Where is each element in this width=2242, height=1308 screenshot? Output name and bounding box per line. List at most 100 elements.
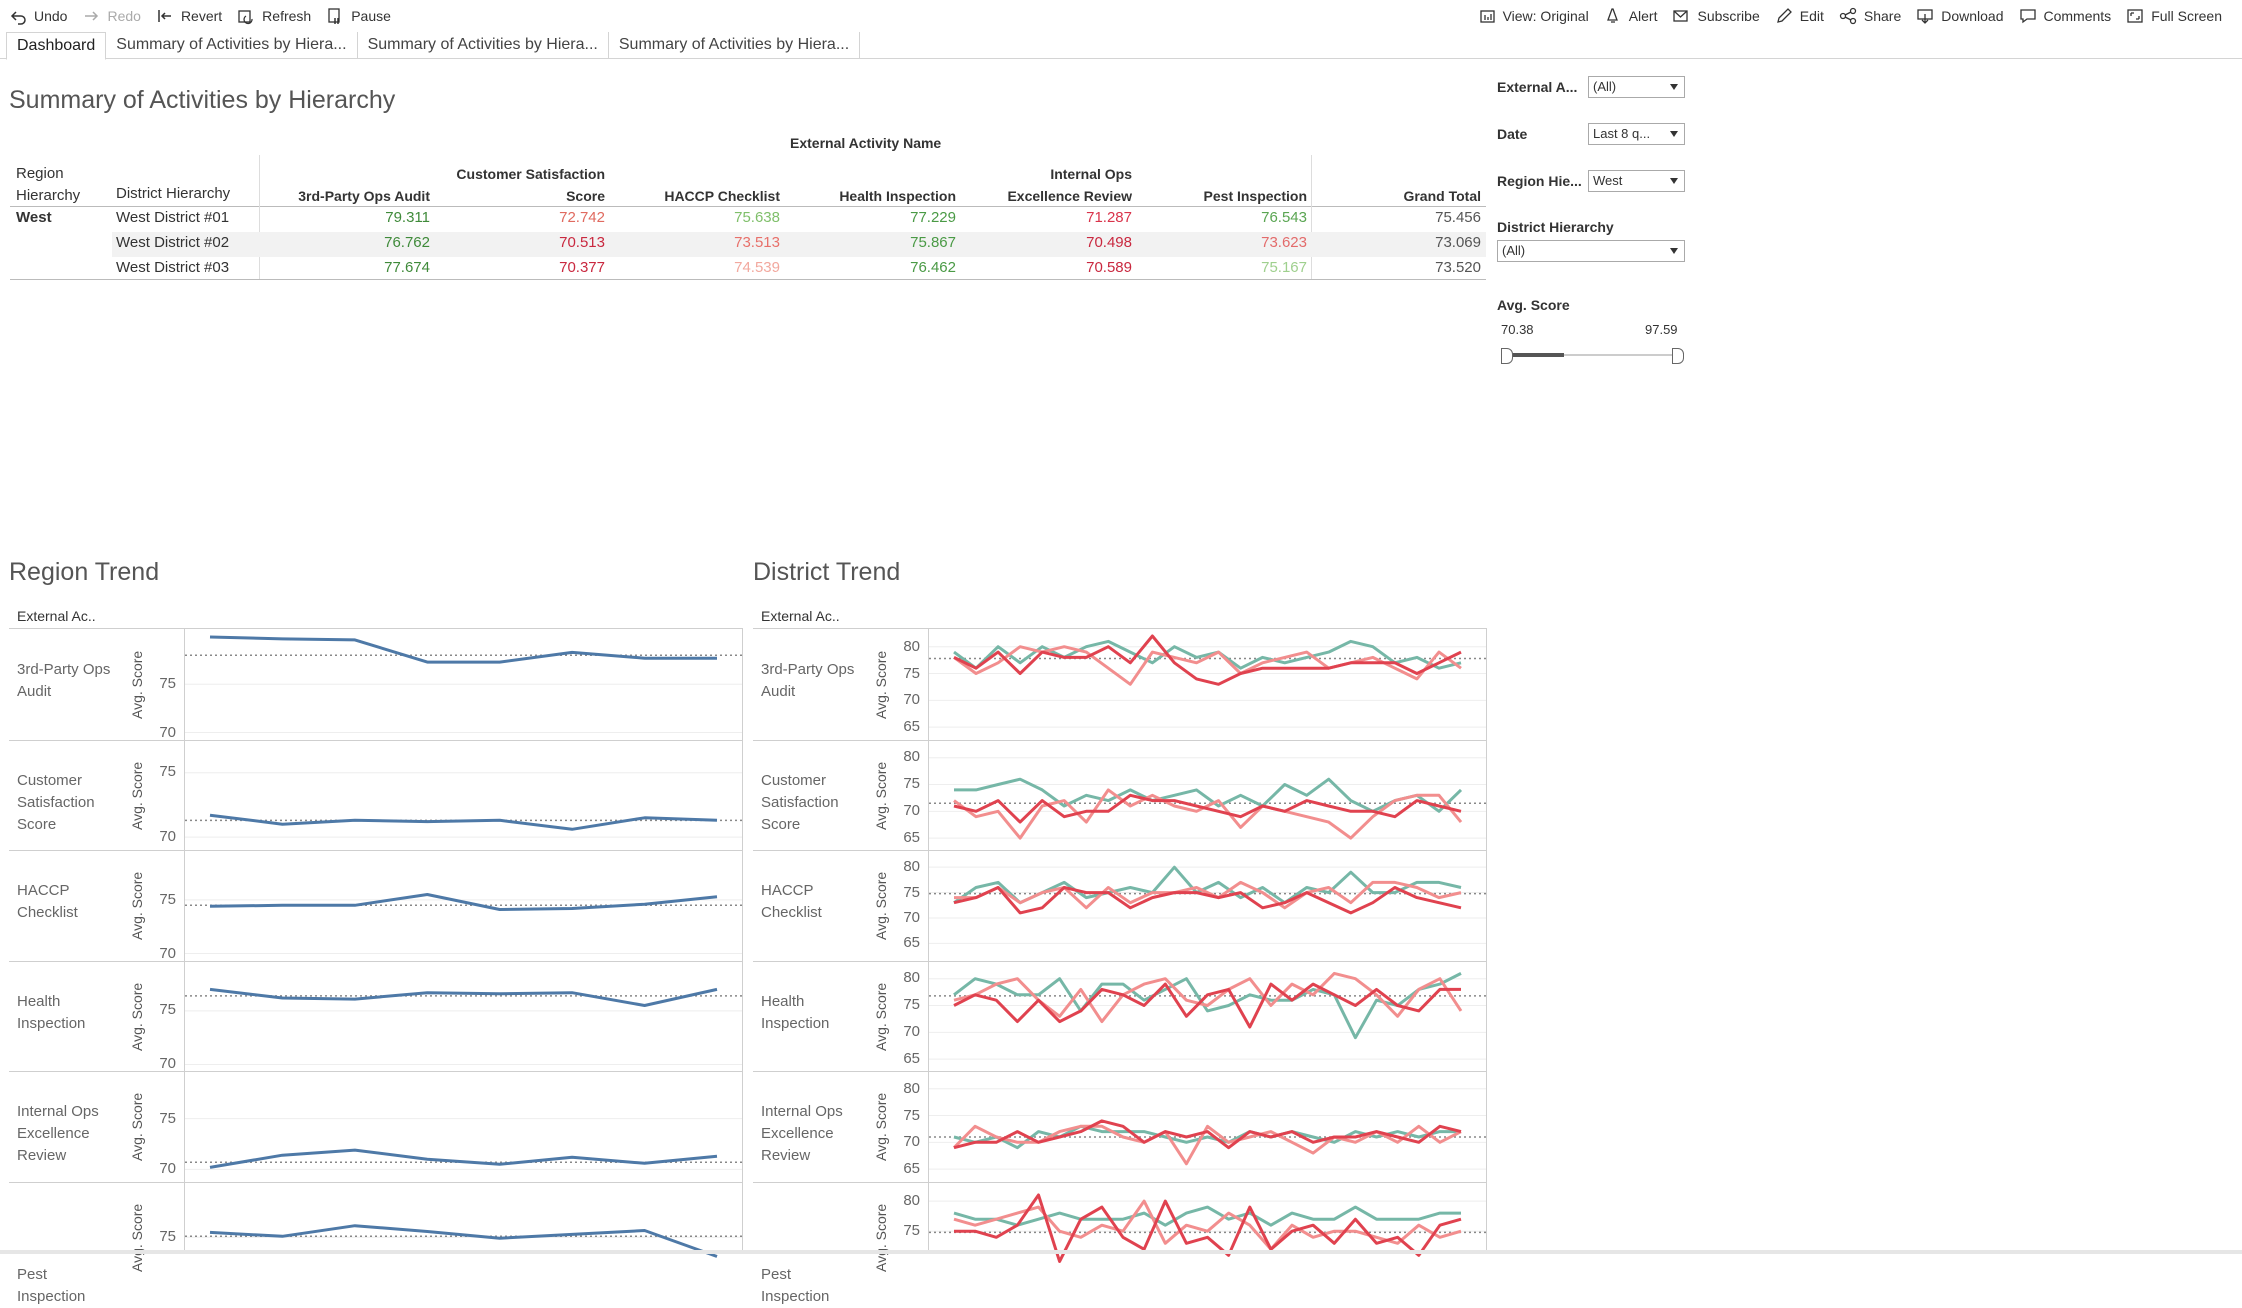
row-label: Customer Satisfaction Score xyxy=(17,771,95,833)
table-cell[interactable]: 70.498 xyxy=(1086,234,1132,251)
table-cell[interactable]: 75.167 xyxy=(1261,259,1307,276)
trend-plot[interactable] xyxy=(185,1072,742,1181)
filter-dropdown-external_activity[interactable]: (All) xyxy=(1588,76,1685,98)
tb-right-view-original-button[interactable]: View: Original xyxy=(1477,0,1589,32)
table-cell[interactable]: 73.623 xyxy=(1261,234,1307,251)
trend-plot[interactable] xyxy=(929,851,1486,960)
filter-dropdown-district[interactable]: (All) xyxy=(1497,240,1685,262)
table-cell[interactable]: 75.638 xyxy=(734,209,780,226)
trend-line-series-3[interactable] xyxy=(953,634,1462,686)
trend-line-series-1[interactable] xyxy=(209,893,718,911)
toolbar-label: Full Screen xyxy=(2151,8,2222,24)
y-tick-label: 80 xyxy=(903,969,920,987)
tb-left-refresh-button[interactable]: Refresh xyxy=(236,0,311,32)
tab-summary-3[interactable]: Summary of Activities by Hiera... xyxy=(609,32,861,58)
toolbar-label: Undo xyxy=(34,8,68,24)
table-cell[interactable]: 73.069 xyxy=(1435,234,1481,251)
slider-min-handle[interactable] xyxy=(1501,348,1513,364)
trend-line-series-2[interactable] xyxy=(953,787,1463,840)
district-cell[interactable]: West District #02 xyxy=(116,234,230,251)
trend-line-series-1[interactable] xyxy=(953,1124,1461,1150)
tb-left-redo-button[interactable]: Redo xyxy=(81,0,141,32)
trend-plot[interactable] xyxy=(185,741,742,850)
trend-line-series-2[interactable] xyxy=(953,645,1462,686)
trend-line-series-3[interactable] xyxy=(954,1193,1462,1263)
trend-plot[interactable] xyxy=(929,1183,1486,1292)
trend-plot[interactable] xyxy=(929,962,1486,1071)
tab-summary-2[interactable]: Summary of Activities by Hiera... xyxy=(358,32,609,58)
row-label: 3rd-Party Ops Audit xyxy=(17,661,111,700)
table-cell[interactable]: 76.462 xyxy=(910,259,956,276)
table-cell[interactable]: 73.520 xyxy=(1435,259,1481,276)
filter-dropdown-region[interactable]: West xyxy=(1588,170,1685,192)
tb-right-alert-button[interactable]: Alert xyxy=(1603,0,1657,32)
y-axis-title: Avg. Score xyxy=(873,1092,889,1161)
trend-line-series-1[interactable] xyxy=(953,971,1462,1039)
trend-line-series-3[interactable] xyxy=(953,1119,1462,1150)
trend-plot[interactable] xyxy=(185,1183,742,1292)
district-cell[interactable]: West District #03 xyxy=(116,259,230,276)
column-header: Health Inspection xyxy=(839,188,956,204)
trend-line-series-3[interactable] xyxy=(953,886,1462,915)
table-cell[interactable]: 71.287 xyxy=(1086,209,1132,226)
table-cell[interactable]: 76.762 xyxy=(384,234,430,251)
trend-line-series-1[interactable] xyxy=(209,1223,718,1258)
table-cell[interactable]: 75.867 xyxy=(910,234,956,251)
trend-line-series-3[interactable] xyxy=(953,793,1462,824)
trend-plot[interactable] xyxy=(929,630,1486,739)
table-cell[interactable]: 70.377 xyxy=(559,259,605,276)
trend-plot[interactable] xyxy=(185,851,742,960)
trend-line-series-1[interactable] xyxy=(209,1148,718,1169)
table-cell[interactable]: 74.539 xyxy=(734,259,780,276)
tb-right-download-button[interactable]: Download xyxy=(1915,0,2004,32)
table-cell[interactable]: 70.513 xyxy=(559,234,605,251)
tb-left-pause-button[interactable]: Pause xyxy=(325,0,391,32)
trend-line-series-3[interactable] xyxy=(953,982,1461,1028)
tb-right-edit-button[interactable]: Edit xyxy=(1774,0,1824,32)
y-axis-title: Avg. Score xyxy=(873,1203,889,1272)
trend-plot[interactable] xyxy=(929,741,1486,850)
trend-plot[interactable] xyxy=(185,630,742,739)
table-cell[interactable]: 77.229 xyxy=(910,209,956,226)
trend-line-series-1[interactable] xyxy=(953,639,1462,670)
slider-track[interactable] xyxy=(1506,354,1678,356)
trend-header: External Ac.. xyxy=(17,608,96,624)
tb-right-share-button[interactable]: Share xyxy=(1838,0,1901,32)
tb-right-full-screen-button[interactable]: Full Screen xyxy=(2125,0,2222,32)
trend-line-series-1[interactable] xyxy=(209,635,717,664)
trend-line-series-1[interactable] xyxy=(209,987,718,1007)
tab-summary-1[interactable]: Summary of Activities by Hiera... xyxy=(106,32,358,58)
district-cell[interactable]: West District #01 xyxy=(116,209,230,226)
table-cell[interactable]: 75.456 xyxy=(1435,209,1481,226)
trend-line-series-2[interactable] xyxy=(954,880,1462,910)
toolbar-label: Redo xyxy=(107,8,141,24)
table-cell[interactable]: 76.543 xyxy=(1261,209,1307,226)
y-tick-label: 75 xyxy=(903,1106,920,1124)
tb-left-revert-button[interactable]: Revert xyxy=(155,0,222,32)
tb-right-comments-button[interactable]: Comments xyxy=(2018,0,2111,32)
trend-line-series-1[interactable] xyxy=(953,1205,1461,1227)
table-cell[interactable]: 79.311 xyxy=(385,209,430,226)
filter-dropdown-date[interactable]: Last 8 q... xyxy=(1588,123,1685,145)
trend-plot[interactable] xyxy=(185,962,742,1071)
row-divider xyxy=(753,1182,1486,1183)
trend-line-series-1[interactable] xyxy=(954,777,1463,813)
table-cell[interactable]: 72.742 xyxy=(559,209,605,226)
redo-icon xyxy=(81,6,101,26)
trend-plot[interactable] xyxy=(929,1072,1486,1181)
trend-line-series-2[interactable] xyxy=(953,1199,1462,1251)
region-cell[interactable]: West xyxy=(16,209,52,226)
tb-right-subscribe-button[interactable]: Subscribe xyxy=(1671,0,1760,32)
row-label: Health Inspection xyxy=(761,992,830,1032)
download-icon xyxy=(1915,6,1935,26)
table-cell[interactable]: 73.513 xyxy=(734,234,780,251)
trend-line-series-1[interactable] xyxy=(209,813,718,831)
tab-dashboard[interactable]: Dashboard xyxy=(6,32,107,60)
slider-max-handle[interactable] xyxy=(1672,348,1684,364)
table-cell[interactable]: 70.589 xyxy=(1086,259,1132,276)
table-cell[interactable]: 77.674 xyxy=(384,259,430,276)
toolbar-right: View: Original Alert Subscribe Edit Share Dow… xyxy=(1477,0,2236,32)
y-tick-label: 75 xyxy=(903,883,920,901)
tb-left-undo-button[interactable]: Undo xyxy=(8,0,67,32)
y-tick-label: 75 xyxy=(903,664,920,682)
